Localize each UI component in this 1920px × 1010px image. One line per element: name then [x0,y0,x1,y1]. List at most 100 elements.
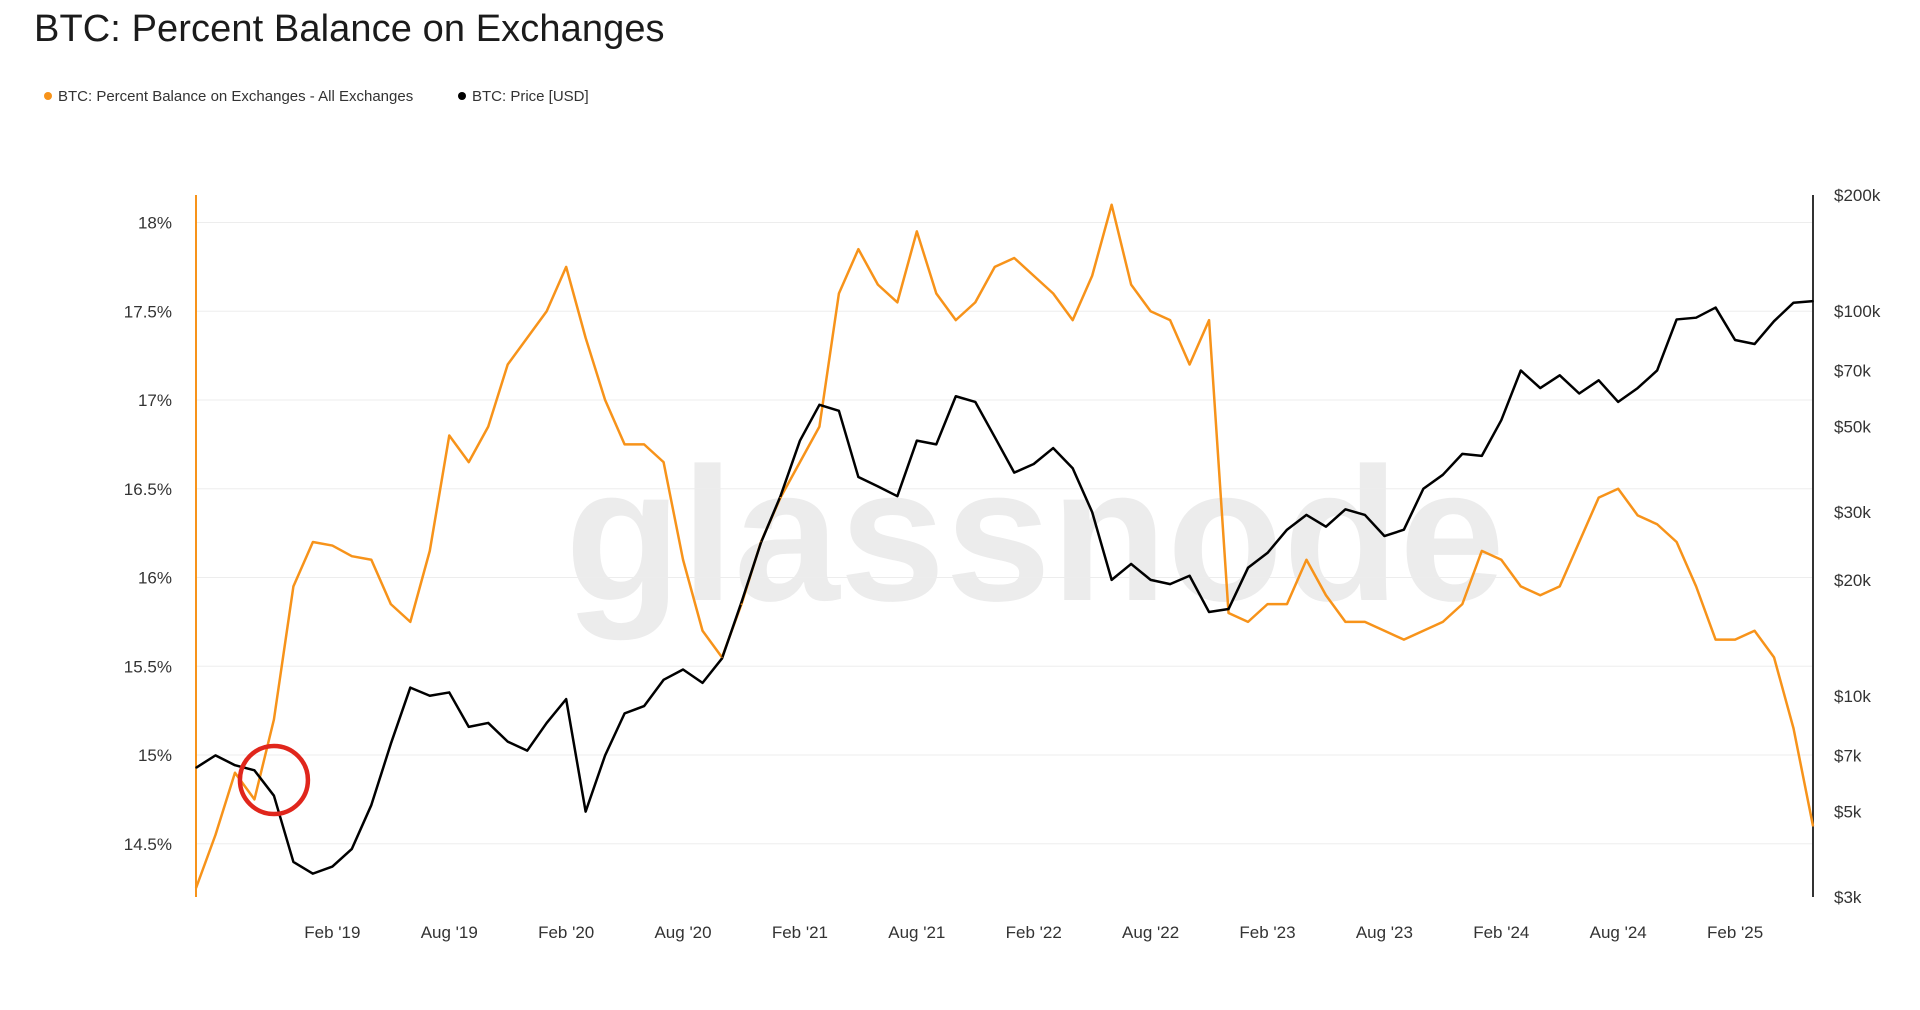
data-point-exchange-balance [390,603,392,605]
data-point-price [1773,320,1775,323]
data-point-exchange-balance [877,283,879,286]
data-point-price [487,722,490,724]
data-point-exchange-balance [448,434,451,437]
data-point-exchange-balance [331,544,334,547]
data-point-exchange-balance [1032,274,1035,277]
data-point-price [1617,401,1619,403]
data-point-exchange-balance [1422,629,1425,632]
data-point-price [565,698,567,700]
x-tick-label: Aug '23 [1356,923,1413,942]
data-point-exchange-balance [1247,621,1249,623]
data-point-price [526,749,528,752]
annotation-circle [237,743,311,817]
series-line-price [195,299,1814,875]
left-tick-label: 16% [138,569,172,588]
right-tick-label: $5k [1834,803,1862,822]
data-point-price [1636,387,1639,389]
data-point-exchange-balance [1325,594,1327,597]
data-point-exchange-balance [1597,496,1600,499]
data-point-price [838,409,840,412]
x-tick-label: Feb '23 [1239,923,1295,942]
data-point-price [1286,528,1288,531]
data-point-price [253,769,256,772]
data-point-price [1792,301,1795,304]
data-point-price [799,439,801,442]
data-point-exchange-balance [1773,656,1775,659]
legend-label-price: BTC: Price [USD] [472,88,589,105]
data-point-exchange-balance [896,301,899,304]
data-point-price [701,682,704,684]
data-point-price [1481,455,1483,457]
legend-item-exchange-balance[interactable]: BTC: Percent Balance on Exchanges - All … [44,88,413,105]
data-point-price [740,601,743,604]
data-point-exchange-balance [779,496,782,499]
data-point-price [779,495,782,497]
left-tick-label: 17.5% [124,302,172,321]
left-tick-label: 14.5% [124,835,172,854]
data-point-price [877,485,879,488]
data-point-exchange-balance [1442,621,1444,623]
data-point-price [682,668,684,671]
x-tick-label: Feb '21 [772,923,828,942]
data-point-price [1071,467,1074,470]
data-point-price [292,861,295,863]
data-point-exchange-balance [643,443,645,446]
data-point-price [1422,487,1425,490]
data-point-price [662,679,665,681]
data-point-price [467,726,470,728]
data-point-exchange-balance [584,337,587,339]
data-point-exchange-balance [838,292,840,295]
data-point-price [993,436,996,438]
data-point-price [857,476,860,478]
data-point-exchange-balance [682,558,684,561]
legend-item-price[interactable]: BTC: Price [USD] [458,88,589,105]
data-point-exchange-balance [916,230,918,233]
data-point-price [974,401,977,403]
data-point-price [623,712,626,715]
data-point-exchange-balance [1149,310,1152,313]
data-point-exchange-balance [1578,541,1581,543]
data-point-exchange-balance [312,541,314,543]
left-tick-label: 15% [138,746,172,765]
data-point-exchange-balance [954,319,957,321]
data-point-exchange-balance [1266,603,1269,605]
data-point-exchange-balance [740,603,743,605]
data-point-price [1578,392,1581,395]
data-point-price [1208,611,1210,613]
data-point-exchange-balance [662,461,665,463]
data-point-exchange-balance [1403,638,1405,641]
data-point-exchange-balance [1091,274,1093,277]
data-point-price [916,439,918,442]
data-point-exchange-balance [1110,203,1113,206]
right-tick-label: $50k [1834,418,1871,437]
right-tick-label: $20k [1834,571,1871,590]
data-point-exchange-balance [1792,727,1795,730]
data-point-exchange-balance [292,585,295,588]
data-point-exchange-balance [1558,585,1561,588]
data-point-exchange-balance [993,266,996,268]
data-point-price [1714,306,1717,309]
right-tick-label: $100k [1834,302,1881,321]
data-point-exchange-balance [1617,487,1619,490]
data-point-exchange-balance [487,425,490,428]
data-point-price [331,865,334,868]
data-point-exchange-balance [1675,541,1678,543]
data-point-exchange-balance [1500,558,1503,561]
series-points [195,203,1814,889]
x-tick-label: Aug '24 [1590,923,1647,942]
chart-title: BTC: Percent Balance on Exchanges [34,8,665,50]
right-tick-label: $7k [1834,746,1862,765]
legend-dot-black [458,92,466,101]
data-point-exchange-balance [370,558,373,561]
data-point-price [935,443,938,446]
data-point-price [1753,343,1756,345]
left-tick-label: 16.5% [124,480,172,499]
series-line-exchange-balance [194,203,1815,889]
x-tick-label: Aug '22 [1122,923,1179,942]
data-point-exchange-balance [1364,621,1366,623]
data-point-price [1052,447,1055,449]
data-point-price [1169,583,1171,585]
data-point-price [818,404,821,406]
data-point-exchange-balance [1695,585,1697,588]
